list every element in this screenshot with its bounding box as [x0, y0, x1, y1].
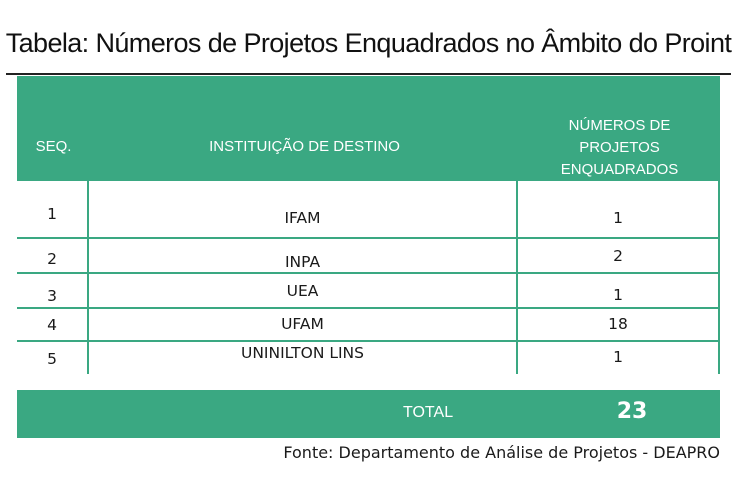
header-seq: SEQ.	[35, 138, 72, 155]
table-header: SEQ. INSTITUIÇÃO DE DESTINO NÚMEROS DE P…	[17, 76, 720, 181]
cell-institution: IFAM	[89, 181, 518, 239]
cell-institution: UEA	[89, 274, 518, 309]
projects-value: 2	[613, 247, 623, 265]
projects-table: SEQ. INSTITUIÇÃO DE DESTINO NÚMEROS DE P…	[17, 76, 720, 374]
table-row: 4 UFAM 18	[17, 309, 720, 342]
institution-value: UFAM	[281, 315, 324, 333]
projects-value: 1	[613, 209, 623, 227]
cell-projects: 2	[518, 239, 718, 274]
seq-value: 5	[47, 350, 57, 368]
cell-institution: UFAM	[89, 309, 518, 342]
total-row: TOTAL 23	[17, 390, 720, 438]
projects-value: 1	[613, 286, 623, 304]
cell-projects: 1	[518, 274, 718, 309]
cell-projects: 1	[518, 342, 718, 374]
projects-value: 1	[613, 348, 623, 366]
projects-value: 18	[608, 315, 628, 333]
total-label: TOTAL	[403, 404, 454, 421]
header-projects-line1: NÚMEROS DE	[568, 117, 671, 134]
institution-value: UEA	[286, 282, 319, 300]
table-title: Tabela: Números de Projetos Enquadrados …	[5, 28, 732, 58]
institution-value: UNINILTON LINS	[240, 344, 364, 362]
table-row: 1 IFAM 1	[17, 181, 720, 239]
institution-value: IFAM	[284, 209, 321, 227]
seq-value: 4	[47, 316, 57, 334]
cell-institution: UNINILTON LINS	[89, 342, 518, 374]
header-institution: INSTITUIÇÃO DE DESTINO	[209, 138, 400, 155]
table-row: 2 INPA 2	[17, 239, 720, 274]
institution-value: INPA	[284, 253, 321, 271]
cell-projects: 1	[518, 181, 718, 239]
source-note: Fonte: Departamento de Análise de Projet…	[283, 443, 720, 462]
header-projects-line2: PROJETOS ENQUADRADOS	[560, 139, 679, 178]
cell-seq: 4	[17, 309, 89, 342]
seq-value: 1	[47, 205, 57, 223]
cell-seq: 5	[17, 342, 89, 374]
title-divider	[6, 73, 731, 75]
header-projects: NÚMEROS DE PROJETOS ENQUADRADOS	[519, 115, 720, 181]
seq-value: 2	[47, 250, 57, 268]
cell-seq: 2	[17, 239, 89, 274]
cell-institution: INPA	[89, 239, 518, 274]
total-value: 23	[616, 399, 648, 424]
table-body: 1 IFAM 1 2 INPA 2 3 UEA 1 4 UFAM 18 5 UN…	[17, 181, 720, 374]
cell-seq: 1	[17, 181, 89, 239]
table-row: 3 UEA 1	[17, 274, 720, 309]
cell-projects: 18	[518, 309, 718, 342]
cell-seq: 3	[17, 274, 89, 309]
table-row: 5 UNINILTON LINS 1	[17, 342, 720, 374]
seq-value: 3	[47, 287, 57, 305]
